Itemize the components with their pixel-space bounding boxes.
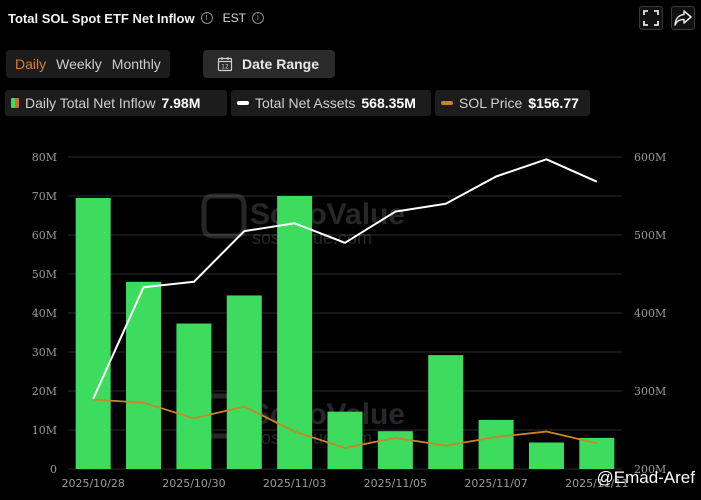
calendar-icon: 12 (217, 57, 233, 72)
left-axis-tick-label: 0 (50, 463, 57, 476)
left-axis-tick-label: 10M (32, 424, 57, 437)
sol-price-line (93, 398, 598, 449)
x-axis-tick-label: 2025/11/11 (565, 477, 628, 490)
x-axis-tick-label: 2025/10/28 (61, 477, 124, 490)
legend-inflow-value: 7.98M (161, 95, 201, 111)
left-axis-tick-label: 80M (32, 151, 57, 164)
right-axis-tick-label: 300M (634, 385, 666, 398)
chart-header: Total SOL Spot ETF Net Inflow i EST i (8, 8, 264, 28)
price-swatch (441, 101, 453, 105)
x-axis-tick-label: 2025/11/05 (364, 477, 427, 490)
legend-price-label: SOL Price (459, 95, 523, 111)
calendar-icon-text: 12 (221, 64, 229, 71)
bar (277, 196, 313, 469)
x-axis-tick-label: 2025/10/30 (162, 477, 225, 490)
date-range-button[interactable]: 12 Date Range (203, 50, 335, 78)
left-axis-tick-label: 20M (32, 385, 57, 398)
period-selector: Daily Weekly Monthly (6, 50, 170, 78)
toolbar (639, 6, 695, 30)
left-axis-tick-label: 60M (32, 229, 57, 242)
inflow-swatch (11, 98, 19, 108)
left-axis-tick-label: 70M (32, 190, 57, 203)
fullscreen-button[interactable] (639, 6, 663, 30)
legend-price-value: $156.77 (528, 95, 579, 111)
right-axis-tick-label: 200M (634, 463, 666, 476)
share-icon (674, 10, 692, 26)
bar (528, 442, 564, 469)
bar (226, 295, 262, 469)
left-axis-tick-label: 50M (32, 268, 57, 281)
chart-title: Total SOL Spot ETF Net Inflow (8, 10, 195, 26)
right-axis-tick-label: 600M (634, 151, 666, 164)
legend-assets-value: 568.35M (361, 95, 416, 111)
total-net-assets-line (92, 158, 598, 400)
x-axis-tick-label: 2025/11/07 (464, 477, 527, 490)
bar (377, 431, 413, 469)
bar (126, 281, 162, 469)
bar (478, 419, 514, 469)
bar (176, 323, 212, 469)
timezone-label: EST (222, 11, 246, 25)
left-axis-tick-label: 40M (32, 307, 57, 320)
legend-assets-label: Total Net Assets (255, 95, 356, 111)
timezone-info-icon[interactable]: i (251, 12, 264, 24)
right-axis-tick-label: 500M (634, 229, 666, 242)
expand-icon (643, 10, 659, 26)
tab-weekly[interactable]: Weekly (56, 56, 102, 72)
bar (327, 411, 363, 469)
left-axis-tick-label: 30M (32, 346, 57, 359)
legend-price[interactable]: SOL Price $156.77 (435, 90, 590, 116)
bar (75, 197, 111, 469)
legend-inflow-label: Daily Total Net Inflow (25, 95, 156, 111)
info-icon[interactable]: i (200, 12, 213, 24)
x-axis-tick-label: 2025/11/03 (263, 477, 326, 490)
watermark-label: @Emad-Aref (596, 468, 695, 487)
tab-monthly[interactable]: Monthly (111, 56, 161, 72)
legend-inflow[interactable]: Daily Total Net Inflow 7.98M (5, 90, 227, 116)
share-button[interactable] (671, 6, 695, 30)
tab-daily[interactable]: Daily (15, 56, 47, 72)
legend-assets[interactable]: Total Net Assets 568.35M (231, 90, 431, 116)
bar (428, 355, 464, 469)
right-axis-tick-label: 400M (634, 307, 666, 320)
assets-swatch (237, 101, 249, 105)
date-range-label: Date Range (242, 56, 320, 72)
